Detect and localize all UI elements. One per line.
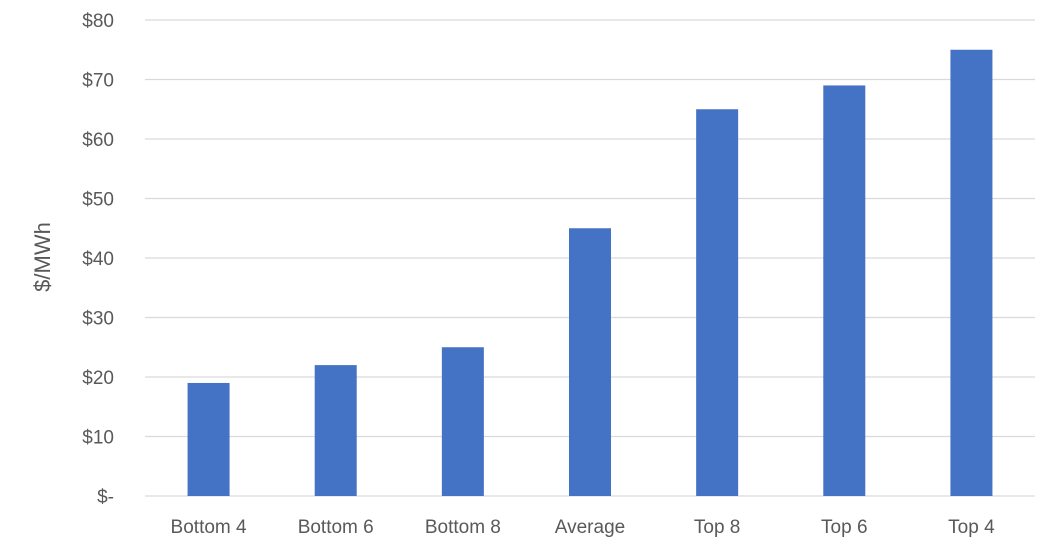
y-tick-label: $30 xyxy=(82,309,114,330)
bar xyxy=(950,49,993,496)
x-tick-label: Average xyxy=(555,517,625,538)
y-tick-label: $70 xyxy=(82,71,114,92)
x-tick-label: Bottom 6 xyxy=(298,517,374,538)
y-tick-label: $80 xyxy=(82,11,114,32)
bar xyxy=(187,382,230,496)
y-tick-label: $10 xyxy=(82,428,114,449)
x-tick-label: Bottom 4 xyxy=(171,517,247,538)
y-tick-label: $- xyxy=(97,487,114,508)
bars xyxy=(187,49,993,496)
y-tick-label: $50 xyxy=(82,190,114,211)
bar xyxy=(569,228,611,496)
x-tick-label: Top 6 xyxy=(821,517,867,538)
x-tick-label: Bottom 8 xyxy=(425,517,501,538)
bar xyxy=(314,365,357,496)
bar xyxy=(441,347,484,496)
y-tick-label: $20 xyxy=(82,368,114,389)
y-axis-title: $/MWh xyxy=(30,222,55,292)
x-axis-ticks: Bottom 4 Bottom 6 Bottom 8 Average Top 8 Top … xyxy=(171,517,996,538)
y-tick-label: $40 xyxy=(82,249,114,270)
y-tick-label: $60 xyxy=(82,130,114,151)
bar xyxy=(696,109,739,496)
bar xyxy=(823,85,866,496)
x-tick-label: Top 4 xyxy=(948,517,995,538)
x-tick-label: Top 8 xyxy=(694,517,740,538)
y-axis-ticks: $- $10 $20 $30 $40 $50 $60 $70 $80 xyxy=(82,11,114,508)
